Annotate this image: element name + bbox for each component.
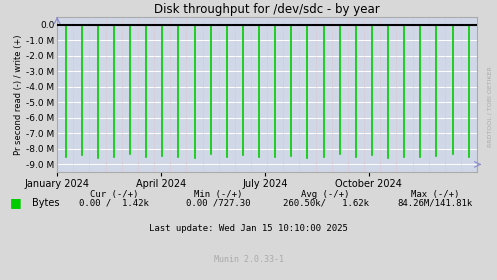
Text: Munin 2.0.33-1: Munin 2.0.33-1 xyxy=(214,255,283,264)
Text: Last update: Wed Jan 15 10:10:00 2025: Last update: Wed Jan 15 10:10:00 2025 xyxy=(149,224,348,233)
Y-axis label: Pr second read (-) / write (+): Pr second read (-) / write (+) xyxy=(14,34,23,155)
Text: RRDTOOL / TOBI OETIKER: RRDTOOL / TOBI OETIKER xyxy=(487,66,492,147)
Title: Disk throughput for /dev/sdc - by year: Disk throughput for /dev/sdc - by year xyxy=(154,3,380,16)
Text: 0.00 /727.30: 0.00 /727.30 xyxy=(186,199,251,207)
Text: 260.50k/   1.62k: 260.50k/ 1.62k xyxy=(282,199,369,207)
Text: ■: ■ xyxy=(10,197,22,209)
Text: 84.26M/141.81k: 84.26M/141.81k xyxy=(397,199,473,207)
Text: Max (-/+): Max (-/+) xyxy=(411,190,459,199)
Text: Cur (-/+): Cur (-/+) xyxy=(90,190,139,199)
Text: 0.00 /  1.42k: 0.00 / 1.42k xyxy=(80,199,149,207)
Text: Min (-/+): Min (-/+) xyxy=(194,190,243,199)
Text: Bytes: Bytes xyxy=(32,198,60,208)
Text: Avg (-/+): Avg (-/+) xyxy=(301,190,350,199)
